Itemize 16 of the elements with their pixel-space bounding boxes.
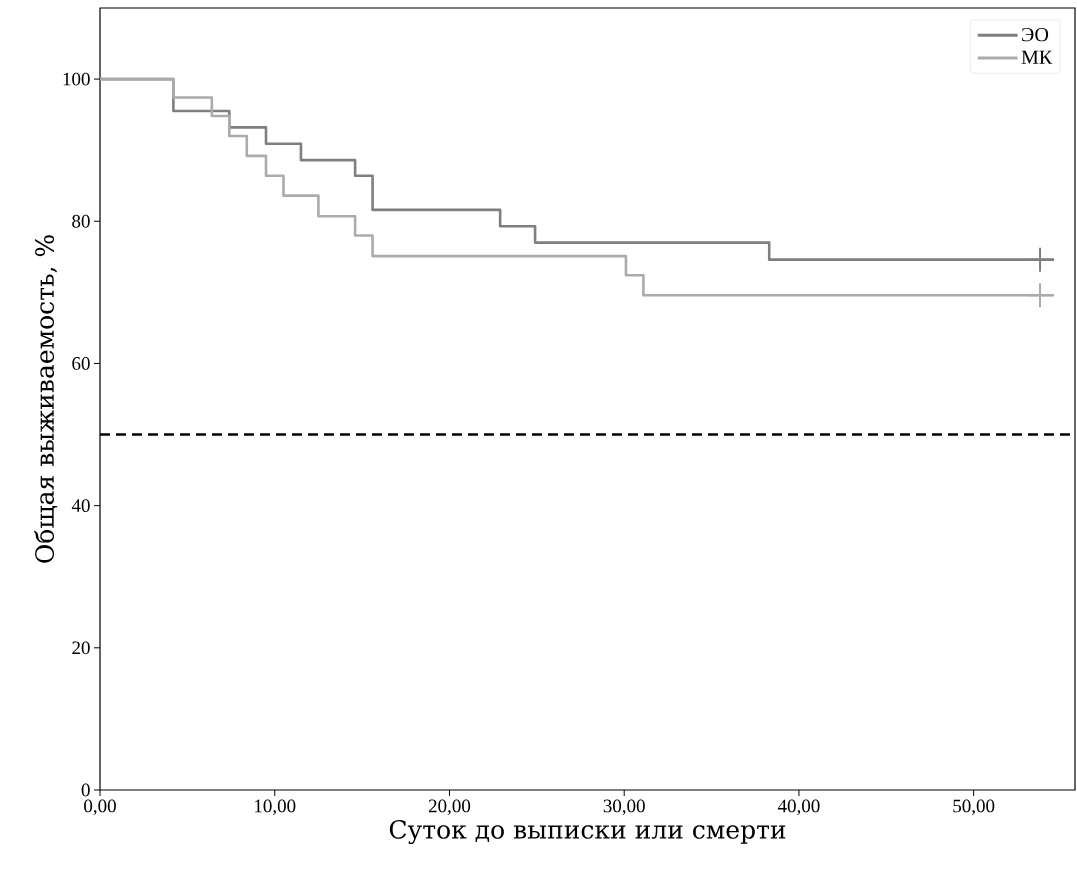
x-tick-label: 0,00 <box>84 799 116 816</box>
x-tick-label: 30,00 <box>603 799 645 816</box>
y-tick-label: 100 <box>63 72 90 86</box>
x-tick-label: 20,00 <box>428 799 471 816</box>
y-tick-label: 0 <box>81 783 90 797</box>
x-tick-label: 10,00 <box>255 799 296 816</box>
legend-label: ЭО <box>1022 27 1049 42</box>
y-tick-label: 60 <box>72 357 90 370</box>
x-tick-label: 50,00 <box>953 799 995 816</box>
legend-label: МК <box>1021 50 1053 64</box>
y-axis-title: Общая выживаемость, % <box>34 235 58 563</box>
y-tick-label: 20 <box>72 641 90 655</box>
y-tick-label: 80 <box>72 214 90 228</box>
y-tick-label: 40 <box>71 499 90 513</box>
x-axis-title: Суток до выписки или смерти <box>389 819 786 845</box>
x-tick-label: 40,00 <box>777 799 820 816</box>
